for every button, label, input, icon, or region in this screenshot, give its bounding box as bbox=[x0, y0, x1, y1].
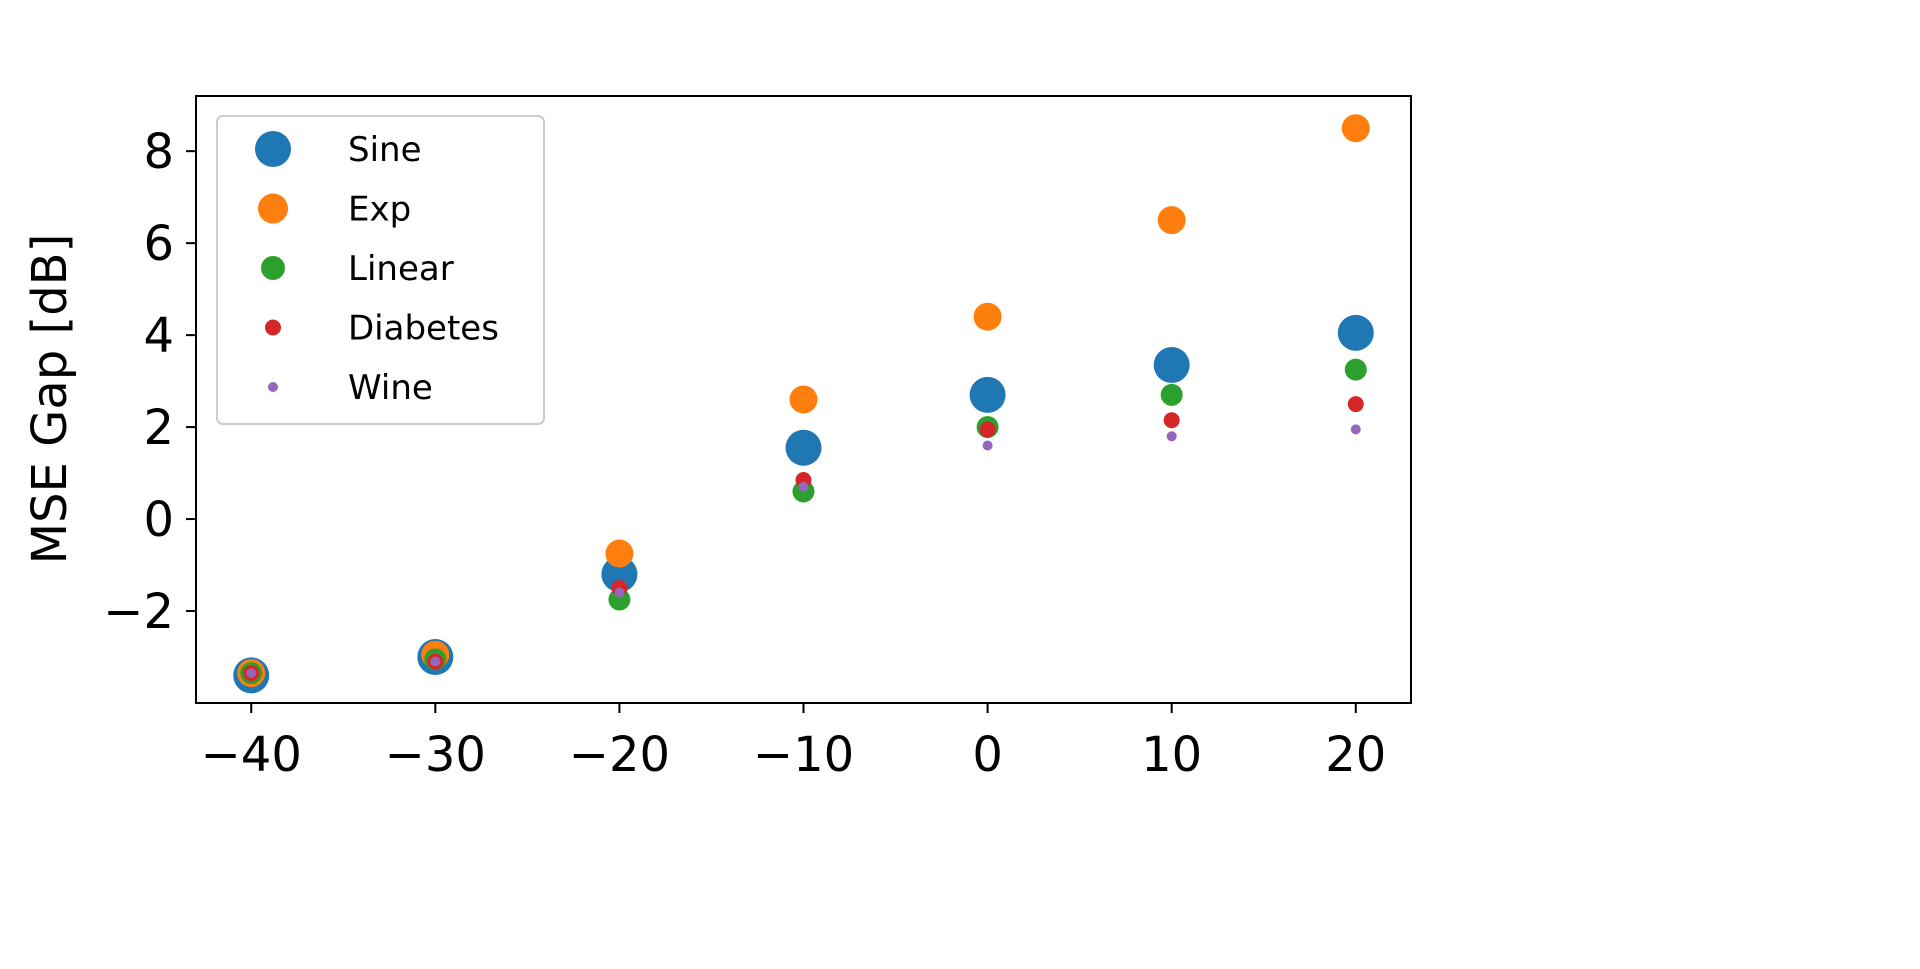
y-tick-label: 2 bbox=[143, 400, 174, 456]
legend-label-linear: Linear bbox=[348, 249, 454, 289]
point-wine-2 bbox=[614, 587, 625, 598]
y-axis-title: MSE Gap [dB] bbox=[22, 234, 78, 565]
point-linear-6 bbox=[1344, 358, 1367, 381]
y-tick-label: 4 bbox=[143, 308, 174, 364]
point-wine-4 bbox=[982, 440, 993, 451]
legend-marker-diabetes bbox=[265, 319, 281, 336]
x-tick-label: 20 bbox=[1325, 727, 1386, 783]
data-points bbox=[233, 114, 1374, 694]
point-exp-6 bbox=[1341, 114, 1370, 143]
x-axis: −40 −30 −20 −10 0 10 20 bbox=[201, 703, 1386, 783]
legend-marker-exp bbox=[258, 193, 288, 224]
x-tick-label: 0 bbox=[972, 727, 1003, 783]
legend-label-wine: Wine bbox=[348, 368, 433, 408]
x-tick-label: 10 bbox=[1141, 727, 1202, 783]
legend-label-exp: Exp bbox=[348, 190, 411, 230]
legend-frame bbox=[216, 115, 545, 425]
point-sine-4 bbox=[969, 376, 1006, 413]
legend-marker-sine bbox=[255, 131, 291, 167]
point-sine-5 bbox=[1153, 347, 1190, 384]
point-exp-4 bbox=[973, 302, 1002, 331]
y-tick-label: 8 bbox=[143, 124, 174, 180]
point-diabetes-6 bbox=[1347, 396, 1364, 413]
point-exp-3 bbox=[789, 385, 818, 414]
point-exp-2 bbox=[605, 539, 634, 568]
point-sine-6 bbox=[1337, 314, 1374, 351]
x-tick-label: −40 bbox=[201, 727, 302, 783]
legend-label-diabetes: Diabetes bbox=[348, 309, 499, 349]
point-wine-3 bbox=[798, 481, 809, 492]
legend: Sine Exp Linear Diabetes Wine bbox=[216, 115, 545, 425]
y-tick-label: −2 bbox=[103, 584, 174, 640]
point-wine-1 bbox=[430, 656, 441, 667]
point-sine-2 bbox=[601, 556, 638, 593]
point-exp-5 bbox=[1157, 206, 1186, 235]
point-wine-0 bbox=[246, 668, 257, 679]
x-tick-label: −20 bbox=[569, 727, 670, 783]
point-diabetes-4 bbox=[979, 421, 996, 438]
point-sine-3 bbox=[785, 429, 822, 466]
y-tick-label: 6 bbox=[143, 216, 174, 272]
point-diabetes-5 bbox=[1163, 412, 1180, 429]
legend-label-sine: Sine bbox=[348, 130, 422, 170]
point-linear-5 bbox=[1160, 383, 1183, 406]
legend-marker-wine bbox=[268, 382, 278, 392]
x-tick-label: −10 bbox=[753, 727, 854, 783]
point-wine-6 bbox=[1350, 424, 1361, 435]
y-axis: −2 0 2 4 6 8 bbox=[103, 124, 196, 640]
point-wine-5 bbox=[1166, 431, 1177, 442]
y-tick-label: 0 bbox=[143, 492, 174, 548]
point-linear-2 bbox=[608, 588, 631, 611]
legend-marker-linear bbox=[261, 256, 285, 280]
x-tick-label: −30 bbox=[385, 727, 486, 783]
